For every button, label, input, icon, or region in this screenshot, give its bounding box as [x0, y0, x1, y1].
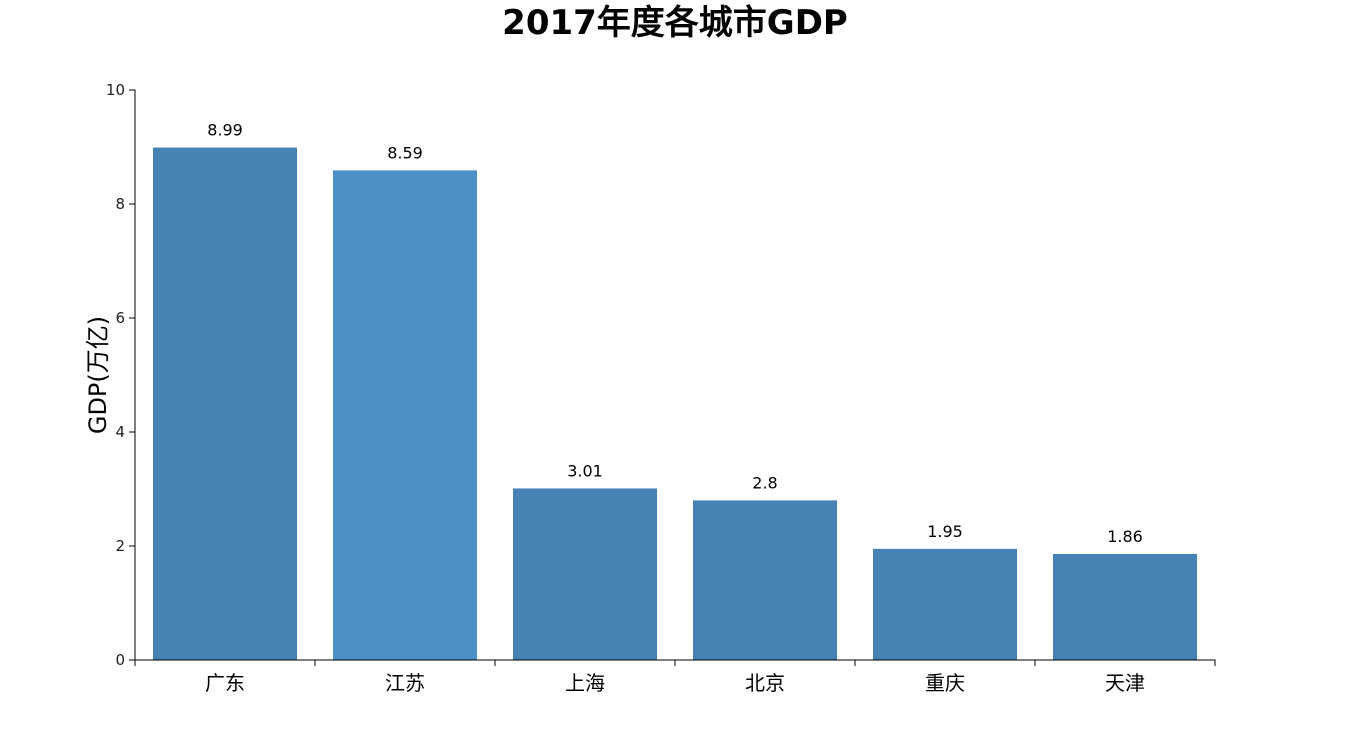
- x-category-label-6: 天津: [1105, 671, 1145, 695]
- y-tick-label-4: 4: [115, 423, 125, 441]
- y-axis-title: GDP(万亿): [84, 316, 112, 434]
- bar-5: [873, 548, 1017, 660]
- data-label-5: 1.95: [927, 522, 963, 541]
- bar-1: [153, 147, 297, 660]
- data-label-2: 8.59: [387, 143, 423, 162]
- data-label-3: 3.01: [567, 461, 603, 480]
- chart-title: 2017年度各城市GDP: [502, 3, 848, 43]
- y-tick-label-10: 10: [106, 81, 125, 99]
- bar-6: [1053, 553, 1197, 660]
- bars-layer: [153, 147, 1197, 660]
- x-category-label-4: 北京: [745, 671, 785, 695]
- y-tick-label-6: 6: [115, 309, 125, 327]
- y-axis-line: [129, 89, 136, 661]
- data-label-6: 1.86: [1107, 527, 1143, 546]
- x-category-label-1: 广东: [205, 671, 245, 695]
- data-label-4: 2.8: [752, 473, 777, 492]
- bar-3: [513, 488, 657, 660]
- x-category-label-2: 江苏: [385, 671, 425, 695]
- labels-layer: 8.99 8.59 3.01 2.8 1.95 1.86: [207, 121, 1143, 546]
- y-tick-label-8: 8: [115, 195, 125, 213]
- y-tick-label-2: 2: [115, 537, 125, 555]
- bar-2: [333, 170, 477, 660]
- data-label-1: 8.99: [207, 121, 243, 140]
- bar-4: [693, 500, 837, 660]
- axes-layer: 0 2 4 6 8 10 广东 江苏 上海 北京 重庆 天津 GDP(万亿): [84, 81, 1216, 695]
- y-tick-label-0: 0: [115, 651, 125, 669]
- x-category-label-5: 重庆: [925, 671, 965, 695]
- x-category-label-3: 上海: [565, 671, 605, 695]
